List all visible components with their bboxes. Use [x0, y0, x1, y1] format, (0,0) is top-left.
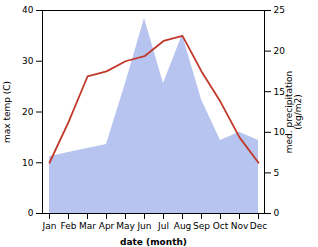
- svg-text:20: 20: [22, 107, 34, 117]
- svg-text:Feb: Feb: [61, 221, 77, 231]
- svg-text:Oct: Oct: [213, 221, 229, 231]
- svg-text:date (month): date (month): [120, 237, 187, 247]
- svg-text:0: 0: [28, 208, 34, 218]
- svg-text:Apr: Apr: [99, 221, 115, 231]
- svg-text:15: 15: [273, 86, 285, 97]
- svg-text:Dec: Dec: [250, 221, 267, 231]
- svg-text:40: 40: [22, 5, 34, 15]
- svg-text:Mar: Mar: [79, 221, 96, 231]
- svg-text:0: 0: [274, 208, 280, 218]
- svg-text:25: 25: [274, 5, 285, 15]
- svg-text:May: May: [116, 221, 135, 231]
- svg-text:max temp (C): max temp (C): [2, 81, 12, 143]
- svg-text:10: 10: [273, 127, 285, 138]
- svg-text:Aug: Aug: [174, 221, 192, 231]
- svg-text:30: 30: [22, 56, 34, 66]
- svg-text:Jun: Jun: [136, 221, 151, 231]
- svg-text:Nov: Nov: [231, 221, 249, 231]
- svg-text:med. precipitation(kg/m2): med. precipitation(kg/m2): [284, 71, 303, 153]
- svg-text:Jul: Jul: [157, 221, 169, 231]
- svg-text:10: 10: [22, 158, 34, 168]
- svg-text:Sep: Sep: [193, 221, 210, 231]
- svg-text:Jan: Jan: [42, 221, 57, 231]
- svg-text:20: 20: [274, 46, 286, 56]
- svg-text:5: 5: [274, 168, 280, 178]
